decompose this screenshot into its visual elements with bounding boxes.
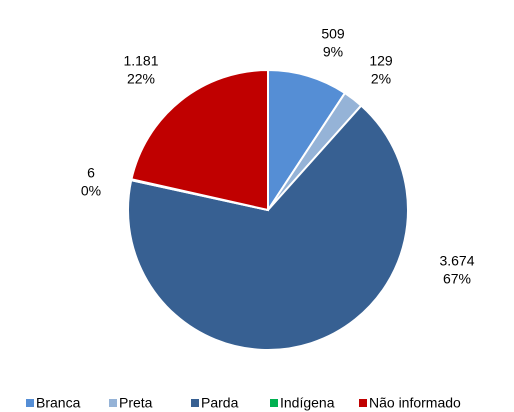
data-label-value: 129 [369,53,393,69]
data-label-value: 509 [321,26,345,42]
legend-label: Parda [201,395,239,411]
legend-swatch [26,399,34,407]
data-label-value: 6 [87,165,95,181]
data-label-percent: 9% [323,44,343,60]
data-label-percent: 0% [81,183,101,199]
data-label-value: 3.674 [439,253,474,269]
legend-label: Não informado [369,395,461,411]
legend-label: Preta [119,395,153,411]
data-label-percent: 67% [443,271,471,287]
legend-swatch [109,399,117,407]
legend-label: Branca [36,395,81,411]
legend-swatch [359,399,367,407]
legend-label: Indígena [280,395,335,411]
pie-slice [267,68,347,214]
data-label-value: 1.181 [123,53,158,69]
data-label-percent: 22% [127,71,155,87]
legend-swatch [270,399,278,407]
pie-slice [130,68,269,212]
pie-slice [127,104,409,351]
data-label-percent: 2% [371,71,391,87]
legend-swatch [191,399,199,407]
